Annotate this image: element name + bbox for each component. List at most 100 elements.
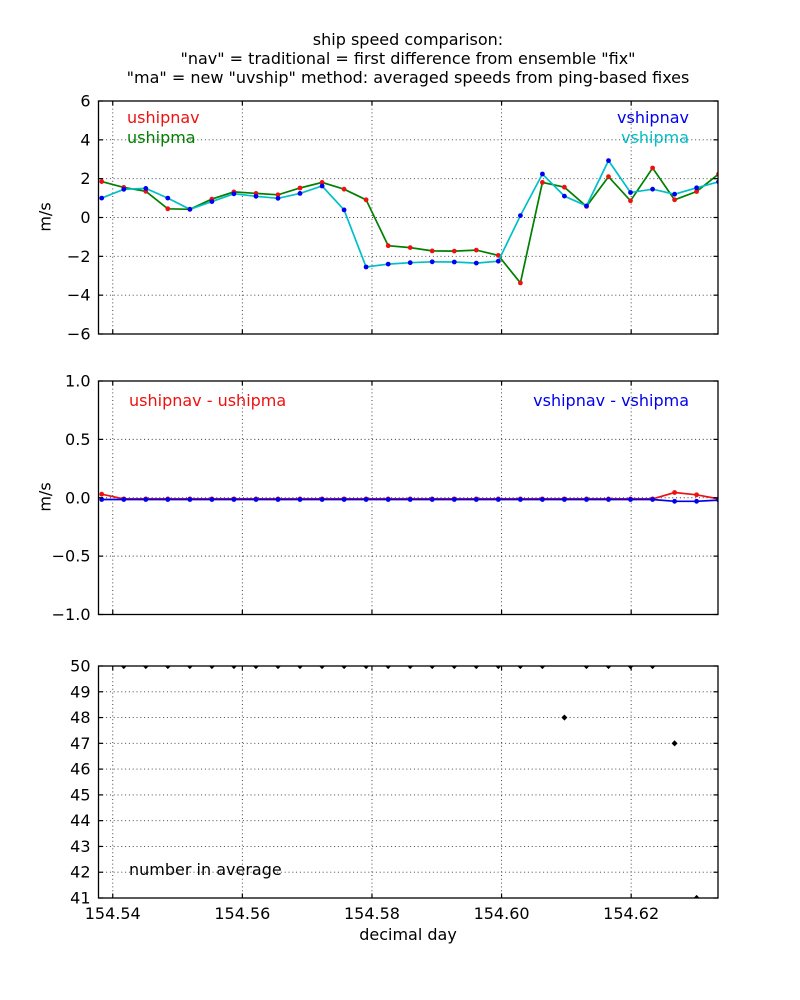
ytick-label: 49 (70, 682, 90, 701)
data-point (473, 260, 479, 266)
ytick-label: 1.0 (65, 372, 90, 391)
ytick-label: 45 (70, 785, 90, 804)
data-point (275, 497, 281, 502)
data-point (385, 666, 392, 670)
legend-udiff: ushipnav - ushipma (129, 391, 287, 410)
data-point (99, 491, 105, 497)
data-point (672, 498, 677, 504)
data-point (363, 497, 369, 502)
data-point (121, 186, 127, 192)
data-point (297, 497, 303, 502)
data-point (649, 666, 656, 670)
ytick-label: −2 (67, 247, 91, 266)
legend-vshipma: vshipma (621, 128, 689, 147)
xtick-label: 154.62 (603, 904, 659, 923)
data-point (672, 197, 677, 203)
data-point (143, 497, 149, 502)
xtick-label: 154.56 (214, 904, 270, 923)
x-axis-label: decimal day (359, 925, 457, 944)
series-markers-vshipnav-vshipma (99, 497, 718, 504)
data-point (627, 666, 634, 670)
data-point (517, 666, 524, 670)
data-point (495, 258, 501, 264)
ticks-1 (98, 380, 718, 616)
data-point (319, 666, 326, 670)
data-point (429, 259, 435, 265)
ytick-label: 48 (70, 708, 90, 727)
ytick-label: 4 (80, 130, 90, 149)
data-point (694, 498, 699, 504)
data-point (429, 248, 435, 254)
data-point (583, 666, 590, 670)
series-line-vshipma (101, 158, 718, 268)
ytick-label: −4 (67, 286, 91, 305)
data-point (429, 666, 436, 670)
ytick-label: 43 (70, 837, 90, 856)
data-point (672, 490, 677, 495)
data-point (165, 206, 171, 212)
data-point (208, 666, 215, 670)
data-point (209, 497, 215, 502)
data-point (650, 497, 655, 502)
data-point (606, 174, 611, 180)
data-point (539, 666, 546, 670)
ytick-label: 46 (70, 760, 90, 779)
data-point (451, 497, 457, 502)
data-point (165, 497, 171, 502)
data-point (562, 497, 567, 502)
data-point (495, 497, 501, 502)
data-point (165, 195, 171, 201)
subplot-1: −1.0 −0.5 0.0 0.5 1.0 (52, 372, 719, 625)
data-point (363, 666, 370, 670)
data-point (540, 171, 545, 177)
subplot-0: −6 −4 −2 0 2 4 6 (67, 92, 719, 344)
ytick-labels-1: −1.0 −0.5 0.0 0.5 1.0 (52, 372, 91, 625)
data-point (562, 184, 567, 190)
data-point (451, 666, 458, 670)
data-point (230, 666, 237, 670)
series-layer-2 (120, 666, 700, 898)
data-point (186, 666, 193, 670)
data-point (694, 185, 699, 191)
data-point (341, 207, 347, 213)
data-point (628, 497, 633, 502)
data-point (518, 497, 523, 502)
data-point (120, 666, 127, 670)
ytick-label: −1.0 (52, 605, 91, 624)
data-point (407, 260, 413, 266)
ytick-labels-2: 41 42 43 44 45 46 47 48 49 50 (70, 657, 90, 908)
gridlines-1 (98, 381, 718, 615)
data-point (341, 186, 347, 192)
ytick-label: 0.5 (65, 430, 90, 449)
legend-vshipnav: vshipnav (617, 108, 689, 127)
data-point (341, 666, 348, 670)
data-point (650, 186, 655, 192)
data-point (407, 666, 414, 670)
data-point (253, 497, 259, 502)
ytick-label: 41 (70, 889, 90, 908)
gridlines-2 (98, 666, 718, 898)
data-point (407, 497, 413, 502)
data-point (518, 213, 523, 219)
data-point (628, 198, 633, 204)
data-point (451, 259, 457, 265)
series-markers-vshipnav (99, 158, 718, 270)
data-point (495, 253, 501, 258)
data-point (187, 497, 193, 502)
data-point (187, 206, 193, 212)
data-point (628, 190, 633, 195)
data-point (253, 193, 259, 199)
data-point (694, 492, 699, 498)
data-point (319, 183, 325, 189)
data-point (429, 497, 435, 502)
data-point (341, 497, 347, 502)
data-point (319, 180, 325, 185)
ytick-label: −6 (67, 325, 91, 344)
ytick-label: 6 (80, 92, 90, 111)
title-line-2: "nav" = traditional = first difference f… (180, 49, 636, 68)
xtick-label: 154.60 (474, 904, 530, 923)
data-point (671, 740, 678, 747)
ytick-label: −0.5 (52, 547, 91, 566)
data-point (319, 497, 325, 502)
title-line-1: ship speed comparison: (312, 30, 504, 49)
